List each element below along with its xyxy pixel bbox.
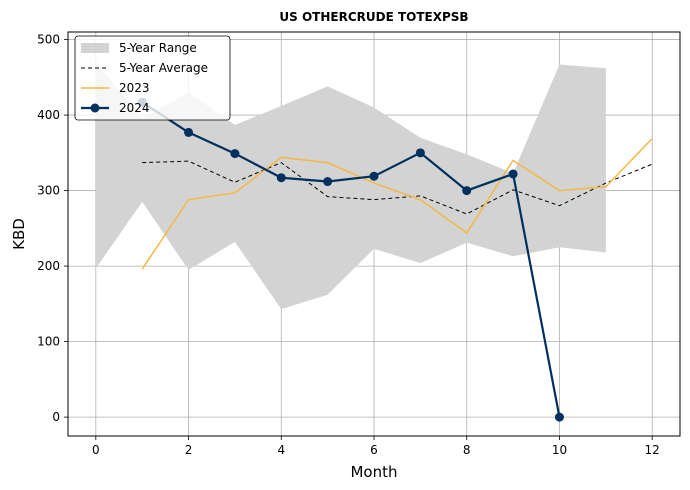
series-line-2023 — [141, 137, 653, 270]
chart-title: US OTHERCRUDE TOTEXPSB — [279, 10, 468, 24]
y-tick-label: 100 — [37, 335, 60, 349]
legend-label: 5-Year Range — [119, 41, 197, 55]
legend: 5-Year Range 5-Year Average 2023 2024 — [74, 35, 231, 121]
series-line-5-year-average — [142, 160, 653, 215]
x-tick-label: 10 — [552, 443, 567, 457]
y-axis-ticks: 0 100 200 300 400 500 — [37, 33, 68, 424]
data-point — [462, 186, 472, 196]
plot-area — [95, 62, 653, 422]
legend-label: 5-Year Average — [119, 61, 208, 75]
legend-label: 2024 — [119, 101, 150, 115]
y-tick-label: 200 — [37, 259, 60, 273]
x-axis-ticks: 0 2 4 6 8 10 12 — [92, 436, 660, 457]
y-tick-label: 400 — [37, 108, 60, 122]
y-axis-label: KBD — [10, 218, 28, 250]
legend-marker — [90, 103, 100, 113]
data-point — [230, 149, 240, 159]
y-tick-label: 500 — [37, 33, 60, 47]
y-tick-label: 0 — [52, 410, 60, 424]
legend-label: 2023 — [119, 81, 150, 95]
series-line-2024 — [141, 101, 561, 418]
legend-swatch — [81, 43, 109, 53]
data-point — [323, 177, 333, 187]
x-tick-label: 6 — [370, 443, 378, 457]
x-tick-label: 2 — [185, 443, 193, 457]
x-tick-label: 8 — [463, 443, 471, 457]
data-point — [415, 148, 425, 158]
x-tick-label: 4 — [277, 443, 285, 457]
data-point — [508, 169, 518, 179]
data-point — [369, 171, 379, 181]
legend-box — [74, 35, 231, 121]
data-point — [554, 412, 564, 422]
data-point — [184, 127, 194, 137]
x-tick-label: 0 — [92, 443, 100, 457]
y-tick-label: 300 — [37, 184, 60, 198]
x-axis-label: Month — [350, 463, 397, 481]
data-point — [276, 173, 286, 183]
range-band — [95, 62, 606, 310]
x-tick-label: 12 — [645, 443, 660, 457]
